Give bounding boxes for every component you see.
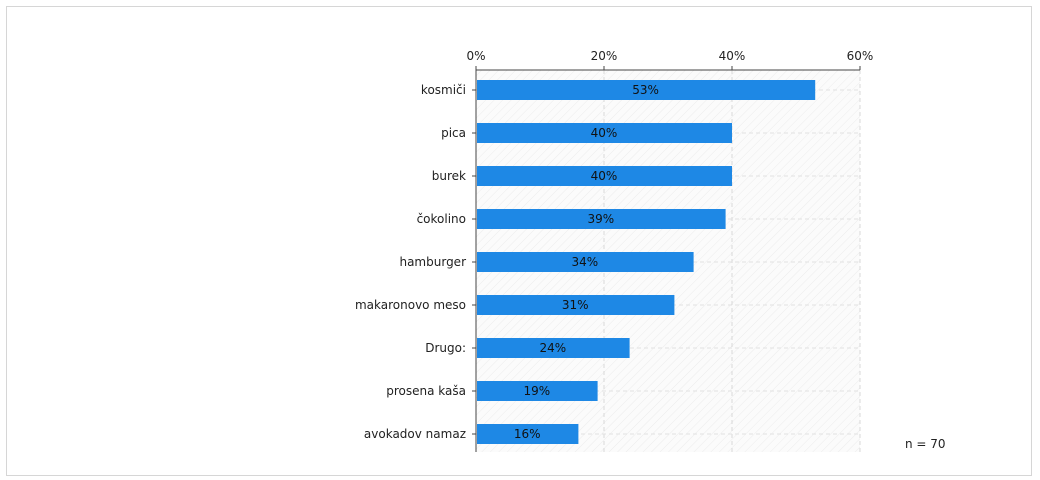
bar-value-label: 40%	[591, 169, 618, 183]
bar-value-label: 40%	[591, 126, 618, 140]
bar	[477, 80, 816, 100]
bar-value-label: 16%	[514, 427, 541, 441]
x-tick-label: 20%	[591, 49, 618, 63]
bar	[477, 123, 732, 143]
bar	[477, 381, 598, 401]
category-label: Drugo:	[425, 341, 466, 355]
bar	[477, 338, 630, 358]
category-label: makaronovo meso	[355, 298, 466, 312]
category-label: avokadov namaz	[364, 427, 466, 441]
bar	[477, 166, 732, 186]
bar	[477, 295, 675, 315]
category-label: čokolino	[417, 212, 466, 226]
bar	[477, 252, 694, 272]
bar	[477, 209, 726, 229]
bar	[477, 424, 579, 444]
bar-value-label: 24%	[539, 341, 566, 355]
bar-value-label: 19%	[523, 384, 550, 398]
x-tick-label: 60%	[847, 49, 874, 63]
bar-value-label: 31%	[562, 298, 589, 312]
category-label: burek	[432, 169, 466, 183]
category-label: prosena kaša	[386, 384, 466, 398]
sample-size-label: n = 70	[905, 437, 946, 451]
category-label: pica	[441, 126, 466, 140]
x-tick-label: 40%	[719, 49, 746, 63]
category-label: hamburger	[399, 255, 466, 269]
category-label: kosmiči	[421, 83, 466, 97]
bar-value-label: 53%	[632, 83, 659, 97]
bar-value-label: 34%	[571, 255, 598, 269]
x-tick-label: 0%	[466, 49, 485, 63]
bar-value-label: 39%	[587, 212, 614, 226]
